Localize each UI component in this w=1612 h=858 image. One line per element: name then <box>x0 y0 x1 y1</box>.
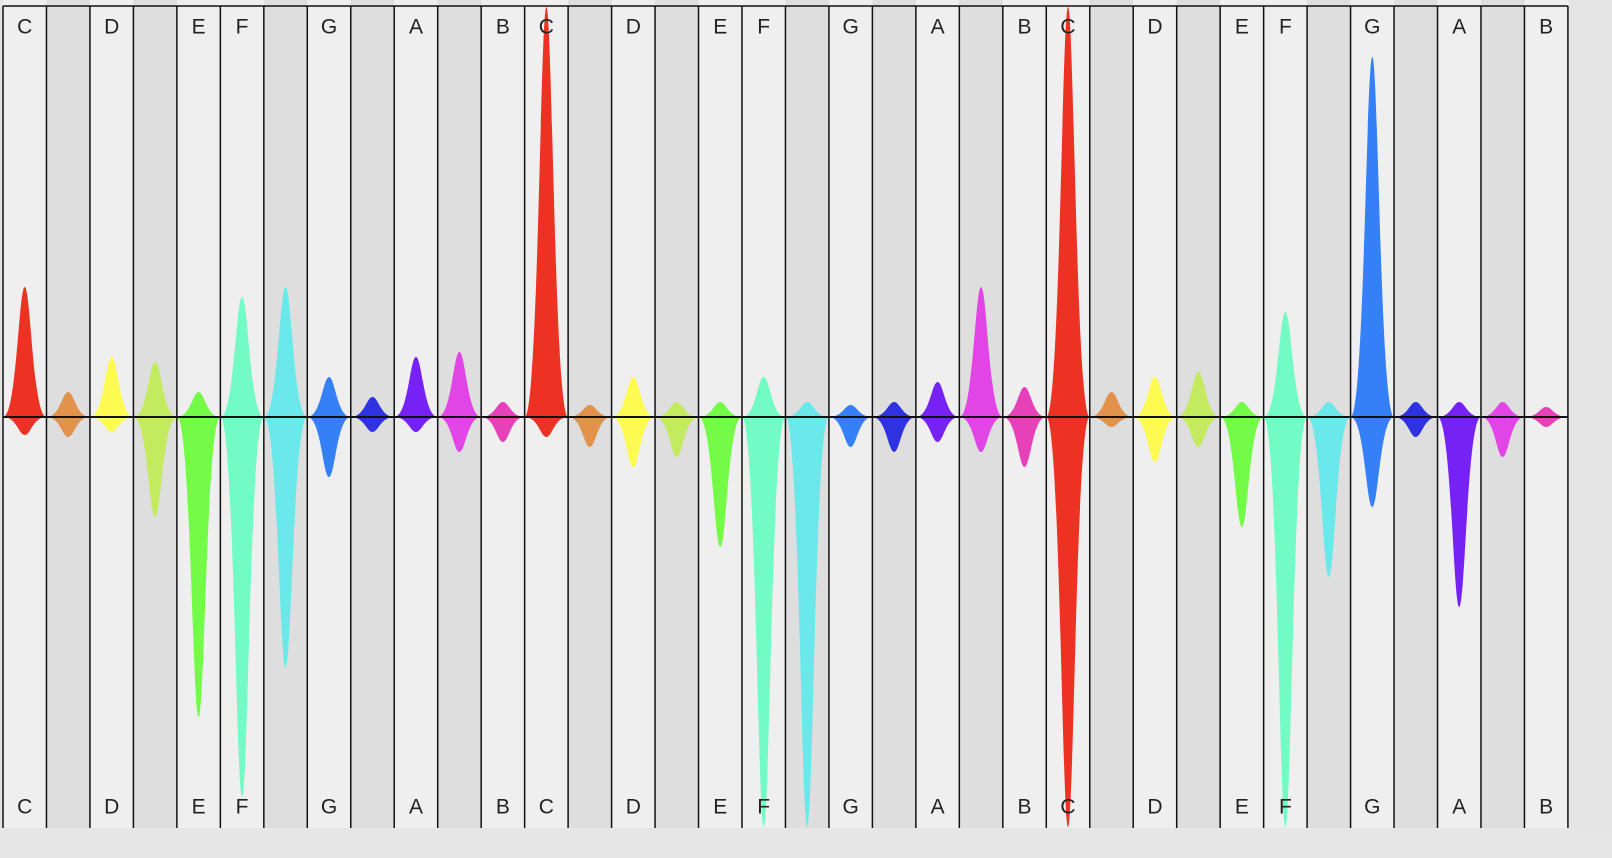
bottom-note-label: F <box>757 796 770 819</box>
bottom-note-label: D <box>1147 796 1162 819</box>
top-note-label: G <box>842 16 858 39</box>
spectrum-shape <box>611 377 656 467</box>
spectrum-shape <box>350 397 395 432</box>
bottom-note-label: E <box>713 796 727 819</box>
spectrum-shape <box>741 377 786 827</box>
spectrum-shape <box>220 297 264 797</box>
spectrum-shape <box>785 402 829 827</box>
spectrum-shape <box>263 287 308 667</box>
bottom-note-label: G <box>321 796 337 819</box>
top-note-label: A <box>409 16 423 39</box>
spectrum-shape <box>1176 372 1221 447</box>
top-note-label: A <box>931 16 945 39</box>
bottom-note-label: D <box>104 796 119 819</box>
spectrum-shape <box>1002 387 1047 467</box>
top-note-label: D <box>626 16 641 39</box>
spectrum-shape <box>437 352 482 452</box>
bottom-note-label: B <box>496 796 510 819</box>
spectrum-shape <box>698 402 742 547</box>
spectrum-shape <box>568 405 612 447</box>
top-note-label: F <box>757 16 770 39</box>
spectrum-shape <box>89 357 134 432</box>
top-note-label: C <box>539 16 554 39</box>
top-note-label: C <box>17 16 32 39</box>
top-note-label: G <box>1364 16 1380 39</box>
spectrum-shape <box>1263 312 1308 827</box>
top-note-label: G <box>321 16 337 39</box>
bottom-note-label: A <box>931 796 945 819</box>
spectrum-shape <box>1437 402 1481 607</box>
spectrum-shape <box>176 392 221 717</box>
bottom-note-label: C <box>1060 796 1075 819</box>
top-note-label: A <box>1452 16 1466 39</box>
top-note-label: F <box>1279 16 1292 39</box>
top-note-label: B <box>496 16 510 39</box>
spectrum-shape <box>1350 57 1395 507</box>
top-note-label: B <box>1018 16 1032 39</box>
top-note-label: D <box>104 16 119 39</box>
spectrum-shape <box>1220 402 1264 527</box>
spectrum-shape <box>1480 402 1525 457</box>
bottom-note-label: F <box>236 796 249 819</box>
spectrum-shape <box>524 7 569 437</box>
spectrum-shape <box>959 287 1003 452</box>
top-note-label: E <box>713 16 727 39</box>
bottom-note-label: C <box>539 796 554 819</box>
bottom-note-label: G <box>1364 796 1380 819</box>
spectrum-shape <box>915 382 960 442</box>
bottom-note-label: D <box>626 796 641 819</box>
spectrum-shape <box>481 402 525 442</box>
spectrum-shape <box>872 402 916 452</box>
top-note-label: C <box>1060 16 1075 39</box>
spectrum-shape <box>1307 402 1351 577</box>
spectrum-shape <box>3 287 47 435</box>
status-strip <box>0 828 1612 858</box>
bottom-note-label: E <box>1235 796 1249 819</box>
spectrum-shape <box>1394 402 1438 437</box>
top-note-label: E <box>192 16 206 39</box>
spectrum-shape <box>307 377 351 477</box>
bottom-note-label: F <box>1279 796 1292 819</box>
top-note-label: E <box>1235 16 1249 39</box>
spectrum-shape <box>394 357 438 432</box>
bottom-note-label: G <box>842 796 858 819</box>
top-note-label: F <box>236 16 249 39</box>
bottom-note-label: E <box>192 796 206 819</box>
bottom-note-label: C <box>17 796 32 819</box>
bottom-note-label: A <box>409 796 423 819</box>
spectrum-shape <box>133 362 177 517</box>
bottom-note-label: B <box>1539 796 1553 819</box>
top-note-label: B <box>1539 16 1553 39</box>
spectrum-shape <box>828 405 873 447</box>
spectrum-shape <box>1133 377 1177 462</box>
spectrum-shape <box>46 392 90 437</box>
bottom-note-label: B <box>1018 796 1032 819</box>
top-note-label: D <box>1147 16 1162 39</box>
spectrum-shape <box>655 402 699 457</box>
bottom-note-label: A <box>1452 796 1466 819</box>
spectrum-shape <box>1089 392 1134 427</box>
